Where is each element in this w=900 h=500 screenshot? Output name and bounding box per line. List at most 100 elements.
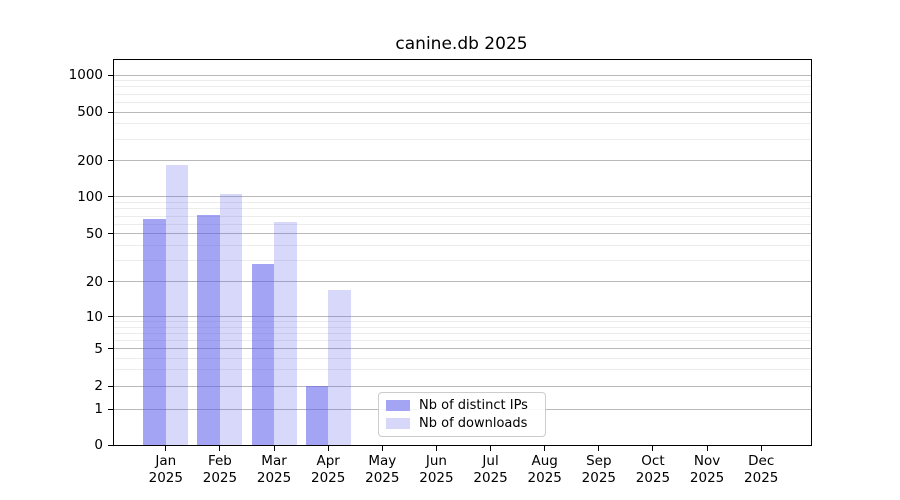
gridline-major — [114, 233, 811, 234]
plot-area — [113, 59, 812, 446]
x-tick-label-aug: Aug 2025 — [513, 453, 577, 486]
legend-label-distinct-ips: Nb of distinct IPs — [419, 398, 528, 413]
x-tick-year: 2025 — [311, 469, 346, 486]
x-tick-year: 2025 — [419, 469, 454, 486]
x-tick-label-feb: Feb 2025 — [188, 453, 252, 486]
y-tick-mark — [108, 160, 113, 161]
gridline-minor — [114, 94, 811, 95]
y-tick-label: 5 — [94, 340, 103, 357]
gridline-major — [114, 160, 811, 161]
x-tick-label-jan: Jan 2025 — [134, 453, 198, 486]
x-tick-label-dec: Dec 2025 — [729, 453, 793, 486]
y-tick-label: 10 — [85, 308, 103, 325]
x-tick-year: 2025 — [635, 469, 671, 486]
y-tick-mark — [108, 196, 113, 197]
x-tick-year: 2025 — [256, 469, 292, 486]
legend: Nb of distinct IPs Nb of downloads — [378, 392, 546, 437]
y-tick-mark — [108, 409, 113, 410]
x-tick-mark — [165, 446, 166, 451]
bar-distinct-ips-feb — [197, 215, 220, 445]
gridline-minor — [114, 139, 811, 140]
gridline-minor — [114, 321, 811, 322]
x-tick-label-mar: Mar 2025 — [242, 453, 306, 486]
gridline-minor — [114, 358, 811, 359]
gridline-minor — [114, 369, 811, 370]
gridline-minor — [114, 340, 811, 341]
gridline-major — [114, 75, 811, 76]
x-tick-label-oct: Oct 2025 — [621, 453, 685, 486]
gridline-minor — [114, 327, 811, 328]
x-tick-year: 2025 — [365, 469, 400, 486]
x-tick-year: 2025 — [527, 469, 562, 486]
gridline-major — [114, 316, 811, 317]
x-tick-mark — [328, 446, 329, 451]
x-tick-label-apr: Apr 2025 — [296, 453, 360, 486]
x-tick-mark — [598, 446, 599, 451]
x-tick-mark — [382, 446, 383, 451]
bar-downloads-feb — [219, 193, 243, 445]
x-tick-year: 2025 — [473, 469, 508, 486]
bar-distinct-ips-mar — [251, 264, 275, 445]
bar-distinct-ips-apr — [305, 386, 329, 445]
x-tick-mark — [274, 446, 275, 451]
gridline-minor — [114, 333, 811, 334]
x-tick-year: 2025 — [148, 469, 183, 486]
bar-downloads-apr — [328, 290, 351, 445]
bar-downloads-jan — [165, 165, 189, 445]
legend-swatch-downloads — [386, 418, 410, 429]
bar-downloads-mar — [274, 222, 297, 445]
x-tick-year: 2025 — [744, 469, 779, 486]
gridline-major — [114, 348, 811, 349]
gridline-major — [114, 281, 811, 282]
x-tick-mark — [652, 446, 653, 451]
legend-entry-downloads: Nb of downloads — [386, 416, 538, 431]
y-tick-label: 2 — [94, 378, 103, 395]
gridline-minor — [114, 123, 811, 124]
y-tick-label: 200 — [77, 152, 103, 169]
x-tick-year: 2025 — [689, 469, 725, 486]
y-tick-label: 20 — [85, 273, 103, 290]
gridline-major — [114, 386, 811, 387]
y-tick-label: 100 — [77, 188, 103, 205]
y-tick-mark — [108, 281, 113, 282]
x-tick-label-jun: Jun 2025 — [404, 453, 468, 486]
x-tick-label-nov: Nov 2025 — [675, 453, 739, 486]
y-tick-mark — [108, 386, 113, 387]
y-tick-label: 1 — [94, 401, 103, 417]
legend-label-downloads: Nb of downloads — [419, 416, 528, 431]
y-tick-mark — [108, 233, 113, 234]
y-tick-label: 500 — [77, 104, 103, 120]
y-tick-mark — [108, 445, 113, 446]
x-tick-label-sep: Sep 2025 — [567, 453, 631, 486]
legend-swatch-distinct-ips — [386, 400, 410, 411]
x-tick-mark — [761, 446, 762, 451]
x-tick-mark — [544, 446, 545, 451]
y-tick-label: 1000 — [68, 67, 103, 83]
gridline-minor — [114, 224, 811, 225]
x-tick-mark — [490, 446, 491, 451]
x-tick-mark — [436, 446, 437, 451]
x-tick-mark — [219, 446, 220, 451]
gridline-minor — [114, 208, 811, 209]
y-tick-label: 50 — [85, 225, 103, 242]
x-tick-label-jul: Jul 2025 — [459, 453, 523, 486]
gridline-major — [114, 196, 811, 197]
bar-distinct-ips-jan — [143, 219, 166, 445]
y-tick-mark — [108, 112, 113, 113]
y-tick-label: 0 — [94, 437, 103, 453]
y-tick-mark — [108, 348, 113, 349]
x-tick-label-may: May 2025 — [350, 453, 414, 486]
x-tick-mark — [707, 446, 708, 451]
x-tick-year: 2025 — [202, 469, 238, 486]
gridline-minor — [114, 216, 811, 217]
x-tick-year: 2025 — [581, 469, 616, 486]
gridline-major — [114, 112, 811, 113]
gridline-minor — [114, 202, 811, 203]
legend-entry-distinct-ips: Nb of distinct IPs — [386, 398, 538, 413]
y-tick-mark — [108, 316, 113, 317]
gridline-minor — [114, 80, 811, 81]
y-tick-mark — [108, 75, 113, 76]
gridline-minor — [114, 245, 811, 246]
gridline-minor — [114, 86, 811, 87]
